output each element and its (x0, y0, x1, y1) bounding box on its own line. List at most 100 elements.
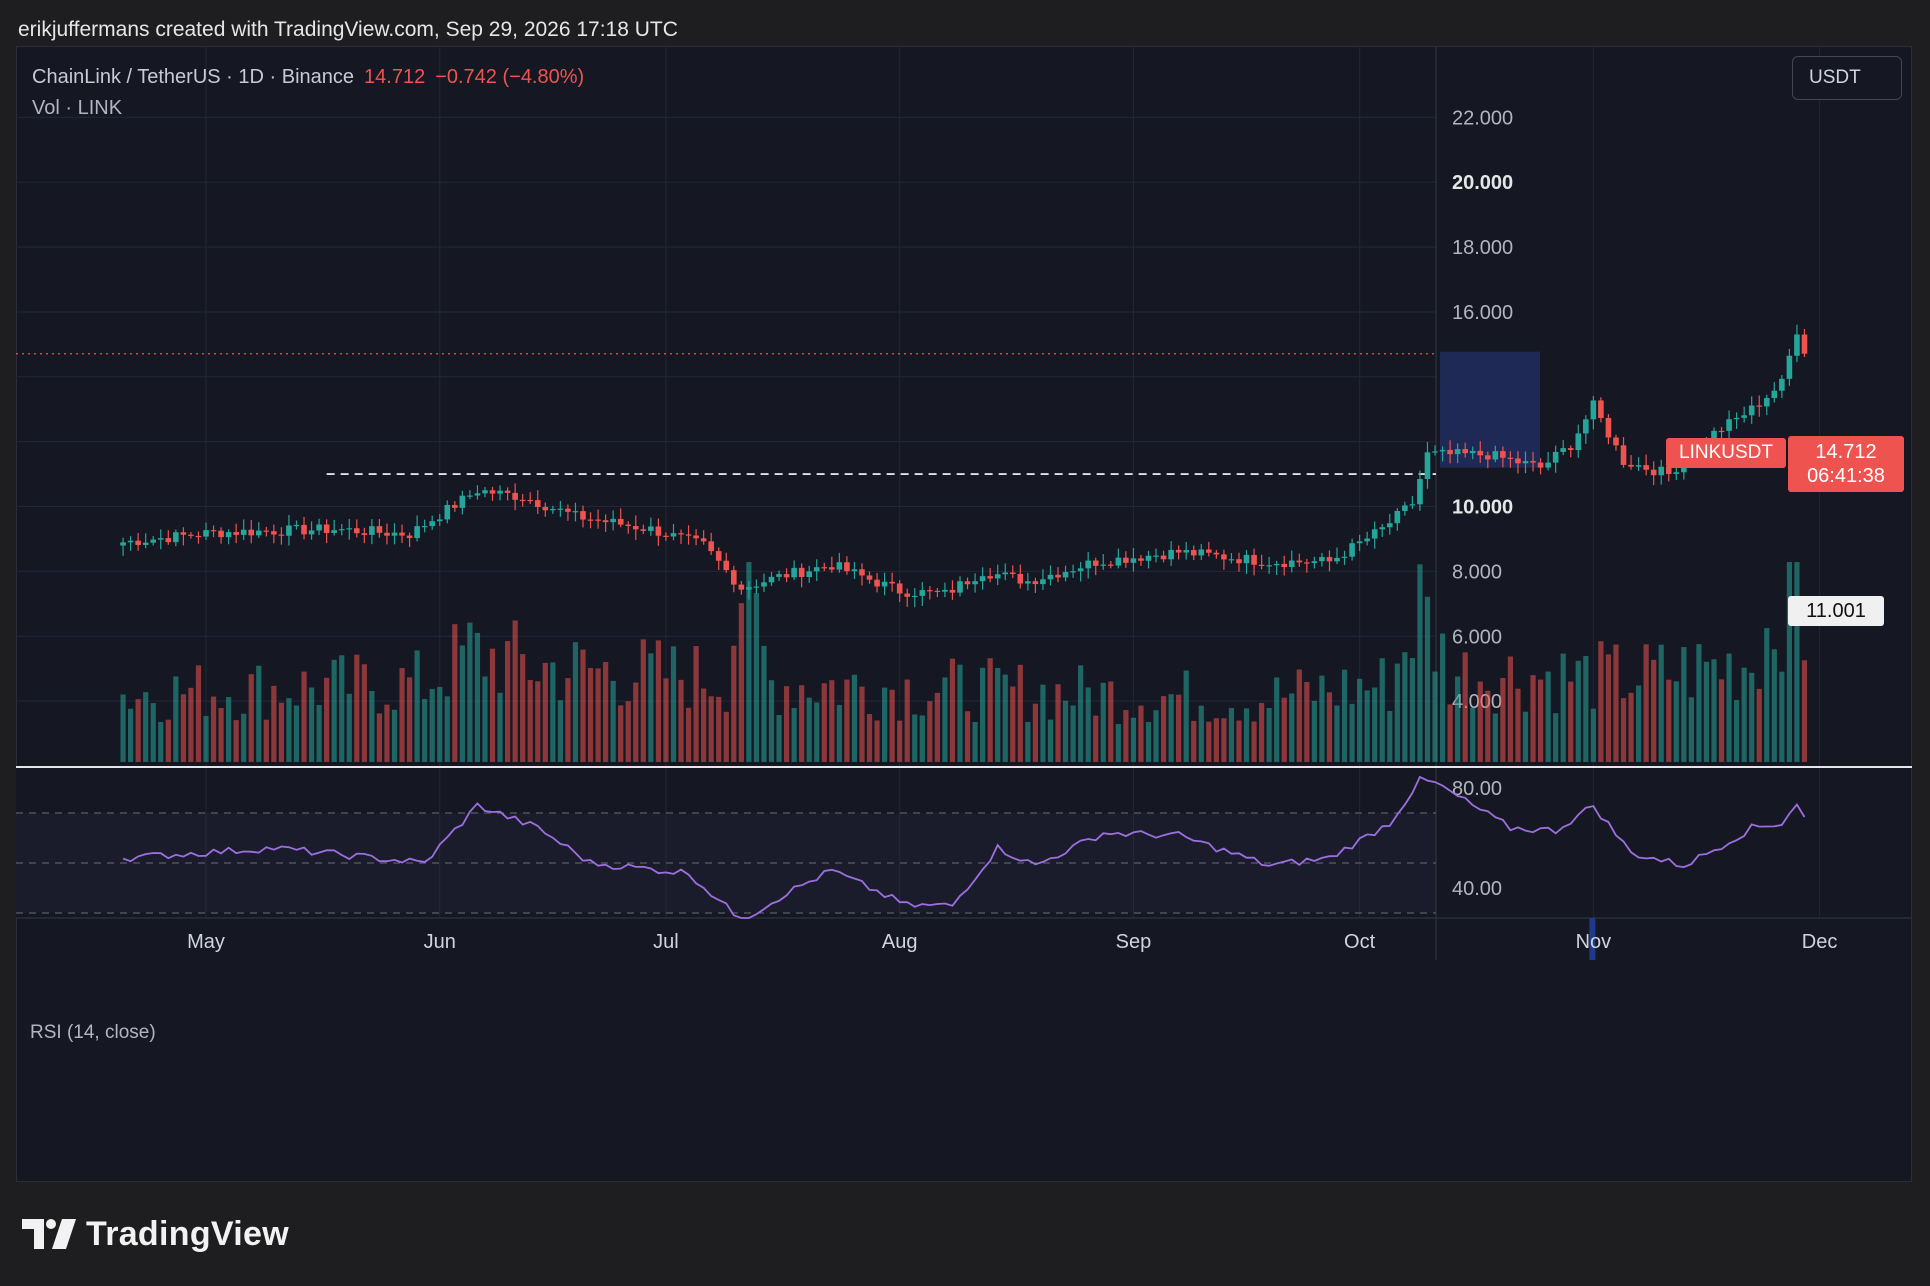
volume-bar (859, 686, 865, 762)
volume-bar (1108, 681, 1114, 762)
volume-bar (1160, 696, 1167, 762)
volume-bar (1062, 700, 1069, 762)
volume-bar (1688, 697, 1694, 762)
volume-bar (1078, 665, 1084, 762)
candle-body (1213, 552, 1220, 555)
candle-body (346, 528, 353, 530)
volume-bar (1017, 664, 1023, 762)
volume-bar (1424, 596, 1431, 762)
candle-body (1500, 451, 1506, 458)
chart-panel[interactable] (16, 46, 1912, 1182)
candle-body (376, 526, 383, 533)
volume-bar (1311, 700, 1317, 762)
volume-bar (542, 662, 548, 762)
candle-body (225, 532, 232, 538)
volume-bar (1010, 686, 1016, 762)
attribution-text: erikjuffermans created with TradingView.… (18, 18, 678, 41)
candle-body (1567, 448, 1574, 451)
candle-body (120, 542, 126, 546)
volume-bar (1801, 660, 1808, 762)
volume-bar (1349, 703, 1355, 762)
volume-bar (520, 654, 526, 762)
candle-body (255, 530, 262, 536)
candle-body (738, 584, 745, 590)
rsi-legend[interactable]: RSI (14, close) (30, 1022, 156, 1043)
volume-bar (1402, 652, 1408, 762)
candle-body (1349, 543, 1355, 557)
candle-body (459, 495, 466, 508)
candle-body (1598, 400, 1604, 418)
volume-bar (889, 689, 895, 762)
volume-bar (670, 646, 677, 762)
volume-bar (897, 720, 903, 762)
candle-body (640, 529, 647, 531)
volume-bar (324, 677, 330, 762)
volume-bar (580, 649, 586, 762)
candle-body (180, 532, 187, 535)
volume-bar (603, 662, 609, 762)
candle-body (1288, 560, 1295, 568)
volume-bar (942, 677, 948, 762)
volume-bar (414, 650, 420, 762)
candle-body (1108, 564, 1114, 566)
candle-body (1575, 433, 1582, 451)
candle-body (987, 576, 993, 579)
candle-body (1206, 549, 1212, 553)
last-price-value: 14.712 (1815, 441, 1877, 463)
candle-body (655, 526, 662, 536)
chart-canvas[interactable]: 4.0006.0008.00010.00012.00014.00016.0001… (16, 46, 1912, 1182)
volume-bar (1545, 671, 1551, 762)
candle-body (444, 504, 451, 520)
volume-bar (934, 692, 940, 762)
currency-button[interactable]: USDT (1792, 56, 1902, 100)
candle-body (1583, 419, 1589, 434)
volume-bar (1085, 687, 1091, 762)
volume-bar (821, 683, 827, 762)
candle-body (504, 490, 511, 493)
candle-body (580, 511, 586, 520)
candle-body (436, 519, 443, 522)
volume-bar (1123, 710, 1129, 762)
candle-body (1364, 538, 1370, 542)
candle-body (1507, 457, 1514, 459)
volume-bar (1749, 672, 1755, 762)
volume-bar (595, 668, 601, 762)
volume-bar (1764, 628, 1770, 762)
volume-bar (1409, 658, 1415, 762)
volume-bar (1477, 681, 1483, 762)
candle-body (195, 535, 202, 538)
volume-bar (1394, 663, 1400, 762)
volume-bar (422, 698, 428, 762)
candle-body (489, 490, 496, 494)
volume-bar (1636, 685, 1642, 762)
volume-bar (1243, 708, 1250, 762)
candle-body (1469, 450, 1476, 454)
volume-bar (1032, 703, 1038, 762)
rsi-tick-label: 40.00 (1452, 878, 1502, 900)
candle-body (203, 530, 209, 537)
candle-body (1160, 555, 1167, 560)
volume-bar (1439, 633, 1446, 762)
candle-body (723, 560, 730, 571)
volume-bar (972, 722, 978, 762)
volume-legend[interactable]: Vol · LINK (32, 97, 123, 119)
volume-bar (406, 677, 413, 762)
volume-bar (799, 685, 805, 762)
candle-body (218, 530, 224, 538)
footer-logo[interactable]: TradingView (22, 1210, 289, 1258)
candle-body (474, 493, 481, 496)
volume-bar (1771, 649, 1777, 762)
candle-body (414, 526, 420, 539)
symbol-name[interactable]: ChainLink / TetherUS · 1D · Binance (32, 66, 355, 88)
candle-body (497, 490, 503, 494)
volume-bar (1553, 713, 1559, 762)
volume-bar (1070, 705, 1076, 762)
candle-body (1417, 478, 1423, 505)
volume-bar (459, 645, 465, 762)
volume-bar (1507, 656, 1514, 762)
candle-body (1258, 564, 1265, 566)
candle-body (949, 589, 956, 593)
candle-body (429, 521, 435, 527)
candle-body (1153, 555, 1159, 557)
candle-body (572, 511, 579, 513)
